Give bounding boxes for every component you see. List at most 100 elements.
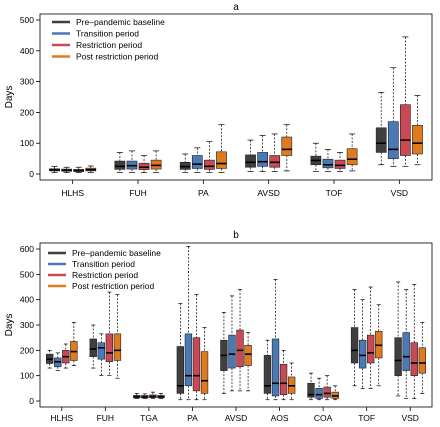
box-pre-pandemic-baseline-aos [263, 339, 272, 401]
y-tick-label: 0 [29, 396, 34, 406]
box-restriction-period-hlhs [62, 343, 70, 369]
x-tick-label: TGA [140, 413, 158, 423]
box-body [346, 148, 358, 166]
box-body [184, 333, 193, 387]
box-body [89, 338, 97, 357]
box-pre-pandemic-baseline-tof [350, 289, 359, 387]
y-tick-label: 0 [29, 169, 34, 179]
box-body [307, 382, 315, 398]
box-transition-period-coa [315, 377, 323, 401]
legend-label: Restriction period [72, 270, 138, 280]
box-body [244, 344, 252, 366]
chart-panel-a: a Days 0 100 200 300 400 500 HLHS FUH PA AVSD TOF VSD… [4, 2, 433, 198]
box-restriction-period-hlhs [73, 166, 85, 173]
box-post-restriction-period-avsd [281, 124, 293, 172]
x-tick-label: FUH [97, 413, 114, 423]
box-body [216, 151, 227, 169]
x-tick-label: COA [314, 413, 333, 423]
box-restriction-period-avsd [269, 133, 281, 172]
box-post-restriction-period-coa [331, 385, 339, 401]
box-pre-pandemic-baseline-vsd [375, 92, 387, 166]
box-body [228, 334, 236, 369]
box-body [387, 121, 399, 159]
box-restriction-period-avsd [236, 289, 244, 392]
box-body [204, 159, 215, 170]
box-transition-period-pa [191, 147, 203, 173]
box-body [114, 160, 126, 170]
box-body [113, 333, 122, 361]
box-body [315, 388, 323, 399]
box-body [236, 329, 244, 368]
legend-label: Post restriction period [76, 52, 158, 62]
box-pre-pandemic-baseline-coa [307, 372, 315, 401]
box-transition-period-avsd [257, 135, 268, 172]
box-body [323, 386, 331, 398]
x-tick-label: FUH [129, 188, 146, 198]
box-body [322, 158, 334, 169]
box-restriction-period-fuh [138, 155, 150, 173]
x-tick-label: PA [187, 413, 198, 423]
y-tick-label: 100 [20, 138, 34, 148]
box-pre-pandemic-baseline-vsd [394, 281, 402, 397]
legend-label: Restriction period [76, 40, 142, 50]
box-pre-pandemic-baseline-pa [179, 153, 191, 173]
box-restriction-period-aos [279, 349, 288, 401]
box-restriction-period-pa [204, 141, 215, 173]
box-body [200, 351, 209, 394]
box-body [263, 355, 272, 394]
box-restriction-period-tof [334, 152, 346, 172]
box-pre-pandemic-baseline-fuh [89, 324, 97, 369]
box-body [245, 154, 256, 168]
legend-label: Pre–pandemic baseline [76, 17, 165, 27]
x-tick-label: TOF [326, 188, 343, 198]
box-restriction-period-coa [323, 375, 331, 401]
box-restriction-period-vsd [400, 36, 411, 167]
y-tick-label: 300 [20, 77, 34, 87]
box-body [367, 334, 375, 364]
y-tick-label: 400 [20, 295, 34, 305]
box-transition-period-tga [141, 393, 149, 399]
box-body [271, 338, 280, 397]
box-body [412, 125, 423, 155]
box-body [402, 332, 410, 371]
x-tick-label: AVSD [257, 188, 280, 198]
box-restriction-period-vsd [410, 284, 418, 399]
x-tick-label: TOF [358, 413, 375, 423]
x-tick-label: VSD [391, 188, 408, 198]
box-post-restriction-period-tof [375, 304, 383, 387]
box-pre-pandemic-baseline-tof [310, 142, 322, 172]
x-tick-label: AOS [271, 413, 289, 423]
box-transition-period-tof [322, 149, 334, 172]
box-transition-period-hlhs [54, 352, 62, 371]
box-body [400, 104, 411, 156]
y-tick-label: 500 [20, 269, 34, 279]
box-restriction-period-pa [192, 294, 201, 401]
y-axis-label: Days [4, 86, 15, 109]
box-transition-period-fuh [97, 333, 105, 377]
legend-label: Pre–pandemic baseline [72, 248, 161, 258]
box-post-restriction-period-pa [216, 124, 227, 173]
box-transition-period-vsd [402, 289, 410, 399]
box-body [97, 342, 105, 360]
y-tick-label: 300 [20, 320, 34, 330]
box-pre-pandemic-baseline-avsd [245, 139, 256, 172]
legend-label: Transition period [76, 29, 139, 39]
legend-label: Transition period [72, 259, 135, 269]
box-post-restriction-period-tof [346, 133, 358, 172]
box-transition-period-vsd [387, 67, 399, 167]
y-tick-label: 400 [20, 46, 34, 56]
box-body [281, 136, 293, 156]
legend: Pre–pandemic baseline Transition periodRe… [52, 17, 165, 62]
box-pre-pandemic-baseline-hlhs [49, 166, 60, 173]
box-body [350, 327, 359, 364]
x-tick-label: VSD [401, 413, 418, 423]
box-post-restriction-period-avsd [244, 332, 252, 392]
x-tick-label: HLHS [61, 188, 84, 198]
plot-frame [39, 13, 433, 181]
box-body [418, 347, 426, 374]
box-transition-period-pa [184, 246, 193, 401]
y-tick-label: 500 [20, 15, 34, 25]
box-post-restriction-period-fuh [150, 150, 162, 173]
box-transition-period-hlhs [61, 166, 72, 173]
